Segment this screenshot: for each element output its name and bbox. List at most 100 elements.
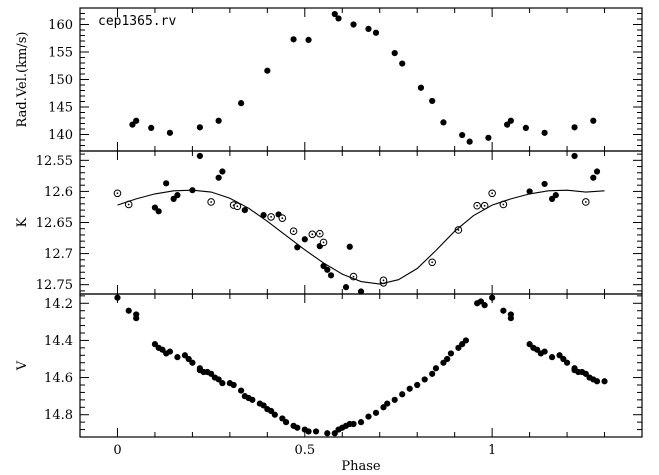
x-tick-label: 0: [113, 443, 121, 458]
open-data-point: [499, 200, 508, 209]
data-point: [282, 419, 290, 426]
y-tick-label: 14.2: [44, 297, 73, 312]
x-tick-label: 0.5: [294, 443, 315, 458]
data-point: [114, 294, 121, 301]
data-point: [462, 337, 470, 344]
y-tick-label: 12.6: [44, 185, 73, 200]
data-point: [466, 138, 473, 145]
data-point: [219, 168, 226, 175]
data-point: [155, 208, 162, 215]
fit-curve: [117, 189, 605, 285]
data-point: [196, 124, 203, 131]
data-point: [174, 192, 181, 199]
data-point: [590, 117, 597, 124]
data-point: [174, 354, 181, 361]
y-axis-label: V: [15, 360, 30, 371]
data-point: [260, 211, 267, 219]
data-point: [384, 400, 391, 407]
y-axis-label: Rad.Vel.(km/s): [15, 32, 30, 128]
data-point: [541, 348, 548, 355]
data-point: [444, 355, 451, 363]
y-tick-label: 14.8: [44, 408, 73, 423]
data-point: [391, 396, 398, 403]
data-point: [301, 236, 308, 243]
open-data-point: [582, 198, 590, 206]
k-band-panel: 12.55 12.6 12.65 12.7 12.75 K: [15, 150, 643, 295]
y-tick-label: 14.6: [44, 371, 73, 386]
open-data-point: [233, 202, 242, 211]
y-tick-label: 145: [48, 101, 73, 116]
v-band-panel: 0 0.5 1 14.2 14.4 14.6 14.8 V Phase: [15, 293, 643, 474]
data-point: [346, 243, 353, 250]
data-point: [541, 129, 548, 136]
data-point: [290, 36, 297, 43]
data-point: [541, 180, 548, 188]
data-point: [357, 419, 365, 426]
panel-frame: [79, 150, 643, 295]
x-tick-label: 1: [488, 443, 496, 458]
data-point: [219, 380, 226, 387]
data-point: [429, 97, 436, 105]
data-point: [601, 378, 608, 385]
data-point: [166, 129, 174, 136]
open-data-point: [488, 189, 496, 198]
open-data-point: [454, 226, 463, 234]
panel-frame: [79, 7, 643, 152]
data-point: [571, 152, 578, 160]
data-point: [238, 387, 245, 394]
data-point: [342, 284, 350, 291]
panel-title: cep1365.rv: [98, 14, 176, 29]
data-point: [365, 413, 372, 420]
data-point: [507, 315, 514, 322]
y-tick-label: 12.7: [44, 247, 73, 262]
data-point: [489, 294, 496, 301]
data-point: [357, 288, 365, 295]
x-axis-label: Phase: [341, 459, 381, 474]
data-point: [331, 10, 338, 18]
data-point: [133, 315, 140, 322]
data-point: [350, 21, 357, 28]
data-point: [312, 428, 320, 435]
data-point: [432, 365, 440, 372]
data-point: [294, 424, 301, 431]
radial-velocity-panel: 140 145 150 155 160 Rad.Vel.(km/s) cep1365.rv: [15, 7, 643, 152]
data-point: [305, 36, 312, 44]
data-point: [504, 121, 511, 128]
data-point: [215, 174, 222, 181]
data-point: [238, 100, 245, 107]
data-point: [571, 124, 578, 131]
y-tick-label: 12.75: [36, 278, 73, 293]
data-point: [421, 376, 428, 383]
data-point: [372, 29, 380, 36]
data-point: [399, 60, 406, 67]
data-point: [507, 117, 514, 124]
y-tick-label: 140: [48, 128, 73, 143]
y-tick-label: 160: [48, 18, 73, 33]
data-point: [324, 430, 331, 437]
data-point: [590, 174, 597, 181]
y-tick-label: 12.65: [36, 216, 73, 231]
y-tick-label: 150: [48, 73, 73, 88]
data-point: [196, 152, 203, 160]
data-point: [459, 131, 466, 139]
y-tick-label: 155: [48, 46, 73, 61]
open-data-point: [207, 198, 215, 206]
data-point: [305, 428, 312, 435]
data-point: [399, 391, 406, 398]
data-point: [447, 350, 455, 357]
data-point: [417, 84, 425, 91]
data-point: [148, 124, 155, 131]
data-point: [481, 302, 488, 309]
data-point: [125, 307, 132, 314]
data-point: [350, 420, 357, 428]
panel-frame: [79, 293, 643, 438]
data-point: [522, 124, 529, 131]
y-tick-label: 14.4: [44, 334, 73, 349]
data-point: [593, 378, 601, 385]
open-data-point: [289, 227, 298, 236]
data-point: [129, 121, 136, 128]
data-point: [249, 396, 256, 403]
data-point: [593, 168, 601, 175]
data-point: [563, 359, 571, 366]
